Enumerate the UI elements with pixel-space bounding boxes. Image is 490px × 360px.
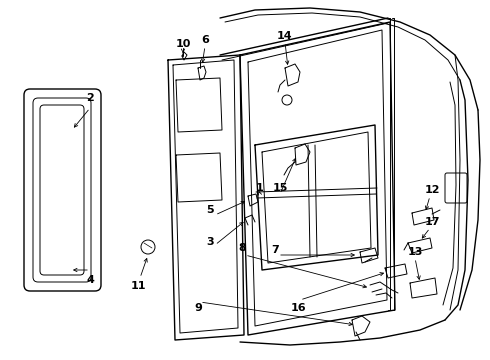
Text: 4: 4 <box>86 275 94 285</box>
Text: 13: 13 <box>407 247 423 257</box>
Text: 5: 5 <box>206 205 214 215</box>
Text: 2: 2 <box>86 93 94 103</box>
Text: 6: 6 <box>201 35 209 45</box>
Text: 16: 16 <box>290 303 306 313</box>
Text: 11: 11 <box>130 281 146 291</box>
Text: 17: 17 <box>424 217 440 227</box>
Text: 15: 15 <box>272 183 288 193</box>
Text: 1: 1 <box>256 183 264 193</box>
Text: 8: 8 <box>238 243 246 253</box>
Text: 14: 14 <box>277 31 293 41</box>
Text: 12: 12 <box>424 185 440 195</box>
Text: 10: 10 <box>175 39 191 49</box>
Text: 9: 9 <box>194 303 202 313</box>
Text: 3: 3 <box>206 237 214 247</box>
Text: 7: 7 <box>271 245 279 255</box>
